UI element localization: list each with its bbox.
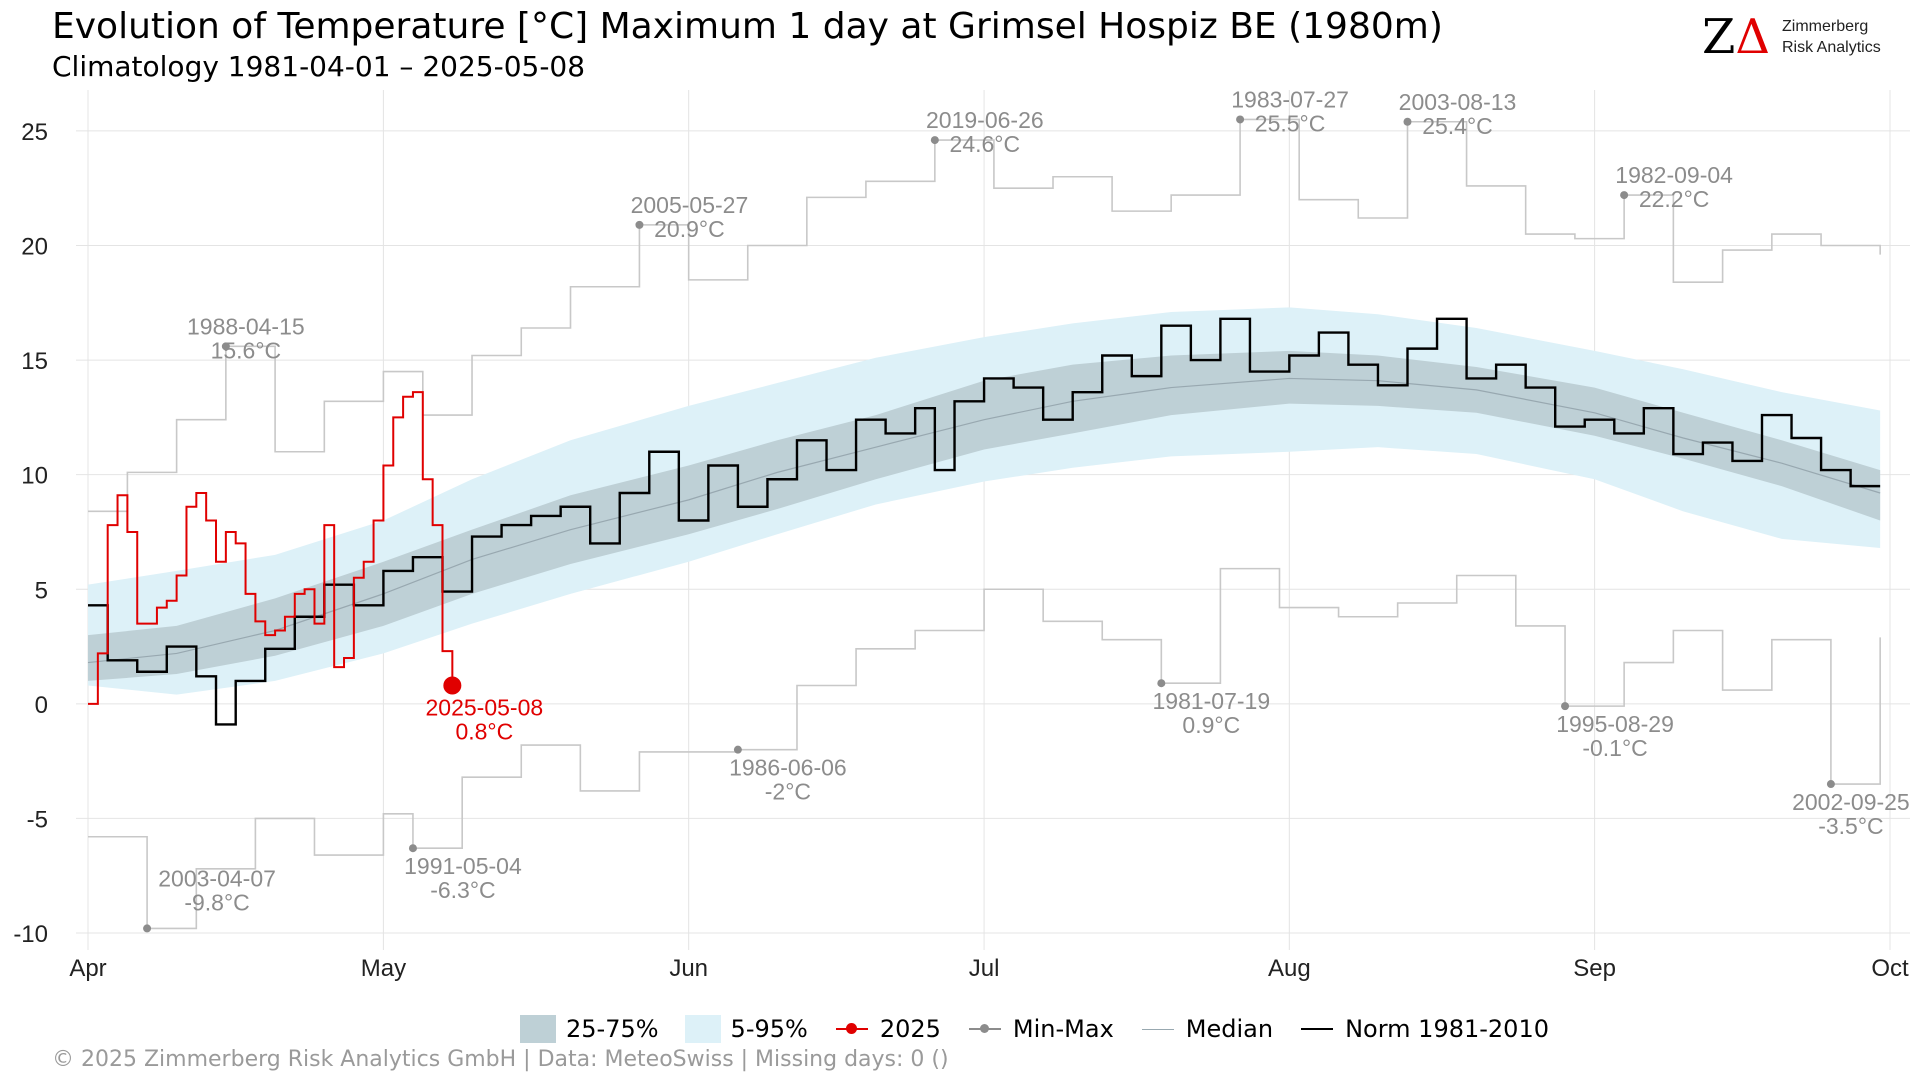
x-tick-label: Jun (669, 955, 708, 982)
y-tick-label: -5 (27, 806, 48, 833)
annotation-value: 25.4°C (1422, 113, 1493, 139)
annotation-value: -2°C (765, 779, 811, 805)
annotation-date: 1981-07-19 (1152, 688, 1270, 714)
annotation-date: 2019-06-26 (926, 107, 1044, 133)
legend-label: 5-95% (730, 1015, 808, 1043)
annotation-date: 1991-05-04 (404, 853, 522, 879)
x-tick-label: Apr (69, 955, 106, 982)
annotation-date: 2025-05-08 (426, 695, 544, 721)
extreme-point (930, 136, 939, 145)
annotation-date: 2002-09-25 (1792, 789, 1910, 815)
annotation-value: 25.5°C (1255, 110, 1326, 136)
x-tick-label: Aug (1268, 955, 1311, 982)
annotation-date: 1988-04-15 (187, 313, 305, 339)
annotation-value: 20.9°C (654, 216, 725, 242)
extreme-point (143, 924, 152, 933)
annotation-date: 1983-07-27 (1231, 86, 1349, 112)
extreme-point (733, 745, 742, 754)
annotation-date: 2005-05-27 (631, 192, 749, 218)
legend-label: 2025 (879, 1015, 941, 1043)
series-min-line (88, 567, 1881, 930)
legend-key-band2 (684, 1015, 721, 1043)
annotation-value: 15.6°C (211, 337, 282, 363)
annotation-date: 2003-04-07 (158, 865, 276, 891)
logo-mark: ZΔ (1702, 9, 1771, 65)
legend-key-median (1140, 1015, 1176, 1043)
y-tick-label: 10 (21, 463, 48, 490)
annotation-value: 0.8°C (455, 719, 513, 745)
x-tick-label: Jul (969, 955, 1000, 982)
logo-text: Zimmerberg Risk Analytics (1782, 18, 1881, 56)
chart-subtitle: Climatology 1981-04-01 – 2025-05-08 (52, 50, 586, 83)
x-tick-label: Sep (1573, 955, 1616, 982)
chart-legend: 25-75% 5-95% 2025 Min-Max Median Norm 1981-20… (520, 1012, 1575, 1046)
legend-item-red: 2025 (834, 1015, 941, 1043)
extreme-point (1403, 117, 1412, 126)
annotation-date: 1995-08-29 (1556, 711, 1674, 737)
x-tick-label: May (361, 955, 406, 982)
series-2025-line (88, 391, 454, 705)
legend-key-norm (1299, 1015, 1335, 1043)
legend-key-grey (967, 1015, 1003, 1043)
legend-item-grey: Min-Max (967, 1015, 1114, 1043)
extreme-point (1157, 679, 1166, 688)
extreme-point (1826, 780, 1835, 789)
company-logo: ZΔ Zimmerberg Risk Analytics (1702, 10, 1912, 64)
series-max-line (88, 118, 1881, 513)
legend-item-band1: 25-75% (520, 1015, 659, 1043)
legend-label: 25-75% (566, 1015, 659, 1043)
annotation-value: 22.2°C (1639, 186, 1710, 212)
annotation-value: 24.6°C (950, 131, 1021, 157)
annotation-date: 2003-08-13 (1399, 89, 1517, 115)
annotation-value: -6.3°C (430, 877, 495, 903)
annotation-date: 1982-09-04 (1615, 162, 1733, 188)
legend-item-norm: Norm 1981-2010 (1299, 1015, 1549, 1043)
y-tick-label: 0 (35, 692, 48, 719)
extreme-point (1620, 191, 1629, 200)
extreme-point (1236, 115, 1245, 124)
series-norm-line (88, 317, 1881, 726)
current-day-point (443, 676, 462, 695)
legend-label: Median (1185, 1015, 1274, 1043)
annotation-value: -0.1°C (1582, 735, 1647, 761)
extreme-point (1561, 702, 1570, 711)
legend-key-red (834, 1015, 870, 1043)
y-tick-label: 25 (21, 119, 48, 146)
y-tick-label: 5 (35, 577, 48, 604)
legend-item-median: Median (1140, 1015, 1273, 1043)
extreme-point (221, 342, 230, 351)
temperature-chart: -10 -5 0 5 10 15 20 25 Apr May Jun Jul Aug Sep Oct 1988… (13, 86, 1910, 982)
extreme-point (635, 220, 644, 229)
annotation-value: 0.9°C (1182, 712, 1240, 738)
footer-credits: © 2025 Zimmerberg Risk Analytics GmbH | … (52, 1047, 949, 1072)
y-tick-label: 15 (21, 348, 48, 375)
extreme-point (408, 844, 417, 853)
legend-key-band1 (520, 1015, 556, 1043)
chart-title: Evolution of Temperature [°C] Maximum 1 … (52, 6, 1443, 47)
legend-item-band2: 5-95% (684, 1015, 808, 1043)
annotation-value: -3.5°C (1818, 813, 1883, 839)
annotation-date: 1986-06-06 (729, 755, 847, 781)
annotation-value: -9.8°C (184, 889, 249, 915)
y-tick-label: -10 (13, 921, 48, 948)
y-tick-label: 20 (21, 234, 48, 261)
legend-label: Min-Max (1012, 1015, 1114, 1043)
x-tick-label: Oct (1871, 955, 1909, 982)
legend-label: Norm 1981-2010 (1345, 1015, 1549, 1043)
